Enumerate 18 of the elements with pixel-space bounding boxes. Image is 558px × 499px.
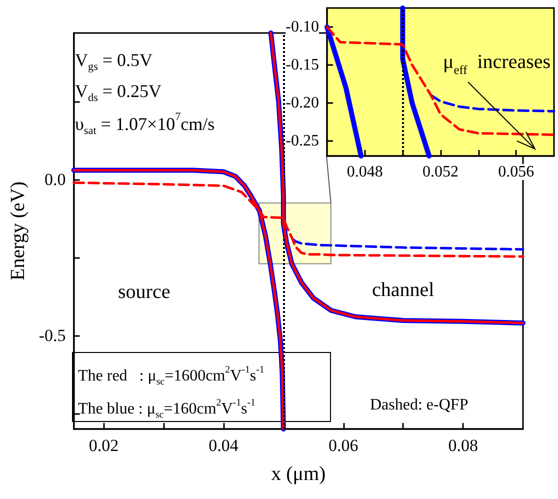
x-axis-title: x (μm) [271, 463, 326, 485]
y-tick-label: -0.15 [286, 56, 319, 74]
x-tick-label: 0.08 [448, 436, 478, 455]
y-tick-label: -0.20 [286, 94, 319, 112]
annotation: source [118, 281, 170, 303]
x-tick-label: 0.056 [498, 164, 534, 180]
annotation: channel [372, 279, 435, 301]
x-tick-label: 0.06 [328, 436, 358, 455]
y-axis-title: Energy (eV) [7, 181, 29, 281]
y-tick-label: -0.25 [286, 132, 319, 150]
y-tick-label: -0.10 [286, 18, 319, 36]
x-tick-label: 0.02 [88, 436, 119, 455]
x-tick-label: 0.04 [208, 436, 239, 455]
y-tick-label: 0.0 [44, 170, 66, 190]
x-tick-label: 0.052 [422, 164, 458, 180]
y-tick-label: -0.5 [38, 326, 66, 345]
x-tick-label: 0.048 [346, 164, 383, 180]
annotation: Dashed: e-QFP [370, 396, 468, 414]
